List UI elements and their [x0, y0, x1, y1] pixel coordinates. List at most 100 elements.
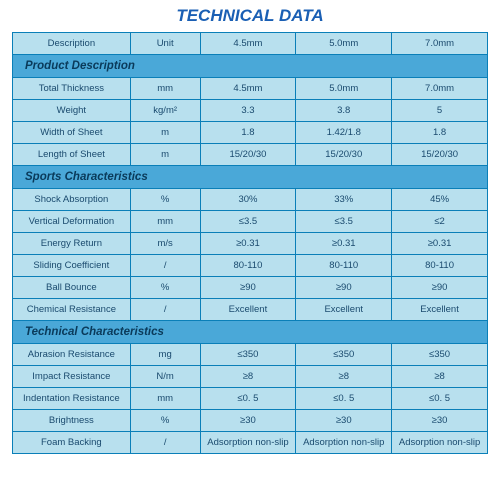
row-value: 80-110 [200, 255, 296, 277]
row-value: Excellent [200, 299, 296, 321]
row-value: ≥8 [200, 366, 296, 388]
table-row: Chemical Resistance/ExcellentExcellentEx… [13, 299, 488, 321]
table-row: Sliding Coefficient/80-11080-11080-110 [13, 255, 488, 277]
row-value: Adsorption non-slip [200, 432, 296, 454]
page-title: TECHNICAL DATA [0, 0, 500, 28]
row-value: Excellent [392, 299, 488, 321]
row-description: Foam Backing [13, 432, 131, 454]
table-row: Vertical Deformationmm≤3.5≤3.5≤2 [13, 211, 488, 233]
row-value: ≥0.31 [392, 233, 488, 255]
row-value: 4.5mm [200, 78, 296, 100]
section-header-row: Sports Characteristics [13, 166, 488, 189]
row-value: 1.42/1.8 [296, 122, 392, 144]
row-description: Width of Sheet [13, 122, 131, 144]
row-value: 3.8 [296, 100, 392, 122]
row-value: 15/20/30 [200, 144, 296, 166]
row-unit: % [130, 277, 200, 299]
row-description: Energy Return [13, 233, 131, 255]
row-value: ≥8 [296, 366, 392, 388]
table-row: Weightkg/m²3.33.85 [13, 100, 488, 122]
row-value: ≥90 [296, 277, 392, 299]
row-description: Brightness [13, 410, 131, 432]
row-description: Chemical Resistance [13, 299, 131, 321]
row-value: ≥30 [392, 410, 488, 432]
row-value: ≤2 [392, 211, 488, 233]
row-unit: mm [130, 211, 200, 233]
technical-data-table: DescriptionUnit4.5mm5.0mm7.0mmProduct De… [12, 32, 488, 454]
row-value: 45% [392, 189, 488, 211]
row-unit: m/s [130, 233, 200, 255]
column-header: 4.5mm [200, 33, 296, 55]
table-row: Energy Returnm/s≥0.31≥0.31≥0.31 [13, 233, 488, 255]
row-value: ≥0.31 [296, 233, 392, 255]
row-unit: / [130, 432, 200, 454]
row-value: ≤3.5 [296, 211, 392, 233]
table-row: Total Thicknessmm4.5mm5.0mm7.0mm [13, 78, 488, 100]
row-unit: m [130, 122, 200, 144]
row-description: Abrasion Resistance [13, 344, 131, 366]
row-value: Excellent [296, 299, 392, 321]
row-description: Weight [13, 100, 131, 122]
row-value: 7.0mm [392, 78, 488, 100]
row-value: 1.8 [200, 122, 296, 144]
row-unit: mg [130, 344, 200, 366]
row-value: Adsorption non-slip [392, 432, 488, 454]
row-unit: / [130, 299, 200, 321]
section-title: Sports Characteristics [13, 166, 488, 189]
row-value: 5.0mm [296, 78, 392, 100]
row-unit: kg/m² [130, 100, 200, 122]
row-value: 15/20/30 [296, 144, 392, 166]
row-value: ≤0. 5 [392, 388, 488, 410]
table-row: Width of Sheetm1.81.42/1.81.8 [13, 122, 488, 144]
row-unit: m [130, 144, 200, 166]
column-header: 5.0mm [296, 33, 392, 55]
row-value: ≥0.31 [200, 233, 296, 255]
row-description: Indentation Resistance [13, 388, 131, 410]
table-row: Length of Sheetm15/20/3015/20/3015/20/30 [13, 144, 488, 166]
row-description: Ball Bounce [13, 277, 131, 299]
row-description: Sliding Coefficient [13, 255, 131, 277]
row-unit: mm [130, 78, 200, 100]
table-row: Foam Backing/Adsorption non-slipAdsorpti… [13, 432, 488, 454]
row-value: 80-110 [392, 255, 488, 277]
row-value: Adsorption non-slip [296, 432, 392, 454]
row-value: 33% [296, 189, 392, 211]
section-title: Technical Characteristics [13, 321, 488, 344]
row-description: Length of Sheet [13, 144, 131, 166]
row-unit: / [130, 255, 200, 277]
section-title: Product Description [13, 55, 488, 78]
row-description: Total Thickness [13, 78, 131, 100]
table-row: Ball Bounce%≥90≥90≥90 [13, 277, 488, 299]
row-value: ≤0. 5 [200, 388, 296, 410]
section-header-row: Technical Characteristics [13, 321, 488, 344]
row-value: ≤350 [296, 344, 392, 366]
row-value: 3.3 [200, 100, 296, 122]
row-value: 1.8 [392, 122, 488, 144]
section-header-row: Product Description [13, 55, 488, 78]
row-unit: N/m [130, 366, 200, 388]
column-header: Unit [130, 33, 200, 55]
row-unit: % [130, 189, 200, 211]
table-header-row: DescriptionUnit4.5mm5.0mm7.0mm [13, 33, 488, 55]
row-description: Impact Resistance [13, 366, 131, 388]
table-row: Brightness%≥30≥30≥30 [13, 410, 488, 432]
row-value: ≤0. 5 [296, 388, 392, 410]
table-row: Shock Absorption%30%33%45% [13, 189, 488, 211]
row-value: 5 [392, 100, 488, 122]
row-value: ≥90 [392, 277, 488, 299]
row-value: ≤3.5 [200, 211, 296, 233]
row-value: ≥8 [392, 366, 488, 388]
row-value: ≤350 [200, 344, 296, 366]
row-description: Shock Absorption [13, 189, 131, 211]
row-value: ≥30 [200, 410, 296, 432]
column-header: Description [13, 33, 131, 55]
row-unit: % [130, 410, 200, 432]
column-header: 7.0mm [392, 33, 488, 55]
table-row: Indentation Resistancemm≤0. 5≤0. 5≤0. 5 [13, 388, 488, 410]
row-value: 80-110 [296, 255, 392, 277]
row-value: ≥30 [296, 410, 392, 432]
row-unit: mm [130, 388, 200, 410]
table-row: Impact ResistanceN/m≥8≥8≥8 [13, 366, 488, 388]
row-value: 30% [200, 189, 296, 211]
row-value: ≥90 [200, 277, 296, 299]
